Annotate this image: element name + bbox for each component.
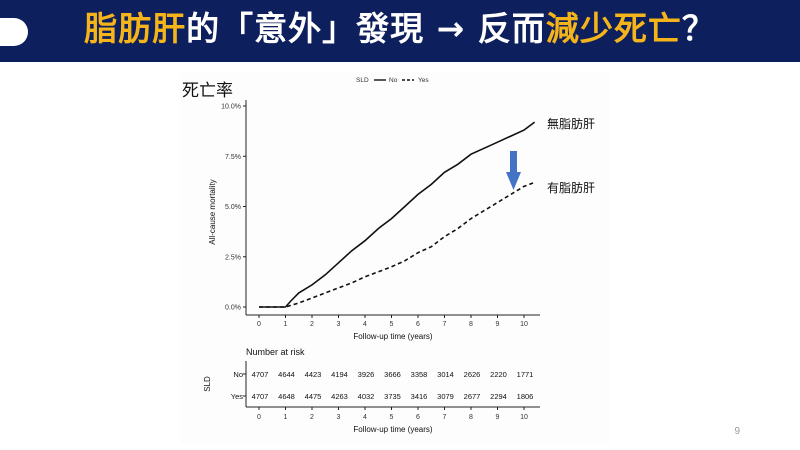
risk-x-tick-label: 2	[310, 414, 314, 421]
risk-cell: 4263	[331, 392, 348, 401]
x-tick-label: 4	[363, 321, 367, 328]
slide-number: 9	[734, 426, 740, 437]
y-tick-label: 10.0%	[221, 104, 241, 111]
risk-x-tick-label: 9	[496, 414, 500, 421]
risk-cell: 2626	[464, 370, 481, 379]
risk-cell: 3735	[384, 392, 401, 401]
risk-row-label: Yes	[231, 392, 243, 401]
corner-label: 死亡率	[182, 81, 233, 100]
figure-panel: 死亡率 SLD No Yes 0.0% 2.5% 5.0% 7.5% 10.0% 0 1 2 3 4 5 6 7…	[180, 72, 610, 444]
annotation-yes-label: 有脂肪肝	[547, 180, 595, 195]
km-chart: 死亡率 SLD No Yes 0.0% 2.5% 5.0% 7.5% 10.0% 0 1 2 3 4 5 6 7…	[182, 77, 595, 434]
arrow-shaft	[510, 151, 517, 172]
risk-x-tick-label: 5	[390, 414, 394, 421]
risk-cell: 3014	[437, 370, 454, 379]
risk-x-tick-label: 6	[416, 414, 420, 421]
x-tick-label: 0	[257, 321, 261, 328]
legend-title: SLD	[356, 77, 369, 84]
risk-cell: 4644	[278, 370, 295, 379]
risk-cell: 4707	[252, 370, 269, 379]
series-line-yes	[259, 181, 535, 308]
y-tick-label: 7.5%	[225, 154, 241, 161]
risk-cell: 3358	[411, 370, 428, 379]
x-axis-title: Follow-up time (years)	[353, 332, 432, 341]
slide-title: 脂肪肝的「意外」發現 → 反而減少死亡？	[0, 6, 800, 52]
x-tick-label: 2	[310, 321, 314, 328]
risk-cell: 1771	[517, 370, 534, 379]
risk-cell: 4475	[305, 392, 322, 401]
risk-cell: 2677	[464, 392, 481, 401]
risk-cell: 4707	[252, 392, 269, 401]
title-part-3: ？	[681, 9, 716, 48]
risk-table-ylabel: SLD	[203, 376, 212, 392]
risk-x-tick-label: 1	[284, 414, 288, 421]
x-tick-label: 9	[496, 321, 500, 328]
x-tick-label: 6	[416, 321, 420, 328]
risk-cell: 3079	[437, 392, 454, 401]
risk-table-xlabel: Follow-up time (years)	[353, 425, 432, 434]
y-axis-title: All-cause mortality	[208, 179, 217, 244]
risk-x-tick-label: 10	[520, 414, 528, 421]
y-tick-label: 2.5%	[225, 254, 241, 261]
x-tick-label: 7	[443, 321, 447, 328]
risk-x-tick-label: 4	[363, 414, 367, 421]
x-tick-label: 8	[469, 321, 473, 328]
risk-x-tick-label: 3	[337, 414, 341, 421]
risk-x-tick-label: 8	[469, 414, 473, 421]
x-tick-label: 10	[520, 321, 528, 328]
title-part-2: 減少死亡	[545, 9, 682, 48]
x-tick-label: 3	[337, 321, 341, 328]
x-tick-label: 5	[390, 321, 394, 328]
risk-cell: 4194	[331, 370, 348, 379]
header-tab-shape	[0, 18, 28, 46]
title-part-1: 的「意外」發現 → 反而	[186, 9, 546, 48]
x-tick-label: 1	[284, 321, 288, 328]
y-tick-label: 0.0%	[225, 305, 241, 312]
down-arrow-icon	[506, 172, 521, 190]
risk-cell: 2294	[490, 392, 507, 401]
risk-table-title: Number at risk	[246, 347, 305, 357]
risk-cell: 4423	[305, 370, 322, 379]
risk-cell: 3926	[358, 370, 375, 379]
legend-label-no: No	[389, 77, 398, 84]
risk-cell: 3666	[384, 370, 401, 379]
series-line-no	[259, 121, 536, 308]
slide-header: 脂肪肝的「意外」發現 → 反而減少死亡？	[0, 0, 800, 62]
risk-cell: 4032	[358, 392, 375, 401]
y-tick-label: 5.0%	[225, 204, 241, 211]
annotation-no-label: 無脂肪肝	[547, 116, 595, 131]
risk-cell: 1806	[517, 392, 534, 401]
risk-x-tick-label: 7	[443, 414, 447, 421]
title-part-0: 脂肪肝	[84, 9, 187, 48]
risk-cell: 4648	[278, 392, 295, 401]
risk-cell: 2220	[490, 370, 507, 379]
risk-cell: 3416	[411, 392, 428, 401]
legend-label-yes: Yes	[418, 77, 429, 84]
risk-row-label: No	[233, 370, 243, 379]
risk-x-tick-label: 0	[257, 414, 261, 421]
